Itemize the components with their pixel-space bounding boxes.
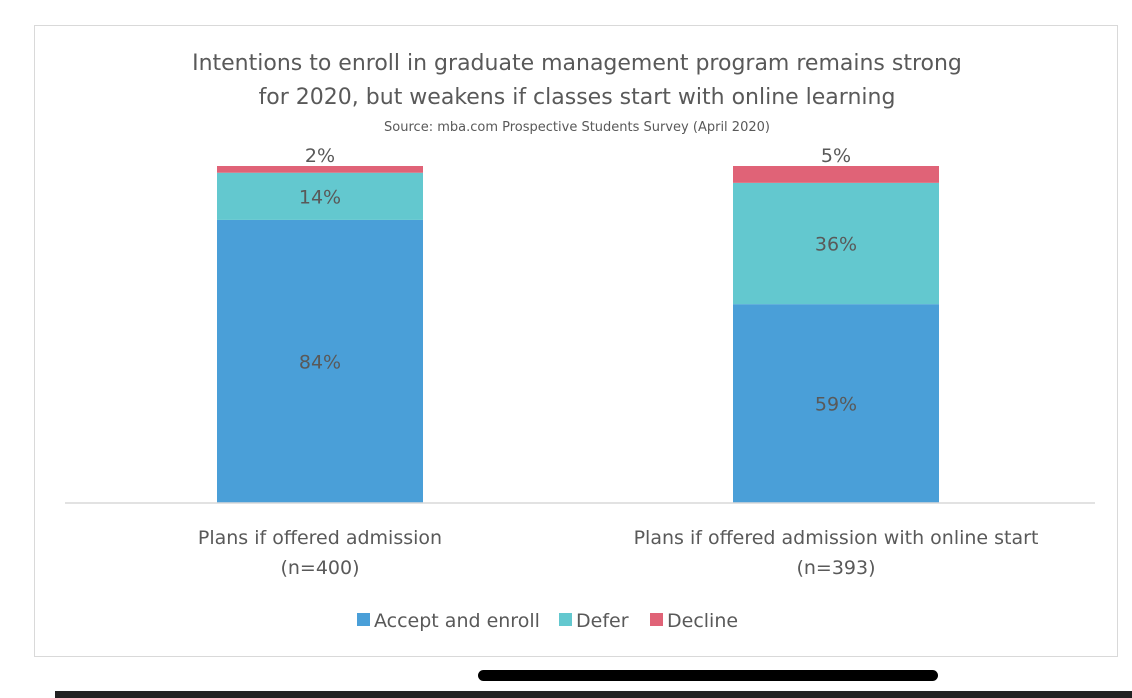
- chart-subtitle: Source: mba.com Prospective Students Sur…: [384, 120, 770, 135]
- bars-group: 84% 14% 2% 59% 36% 5%: [217, 145, 939, 504]
- legend-swatch-accept-and-enroll: [357, 613, 370, 626]
- home-indicator: [478, 670, 938, 681]
- bar-segment-decline-2: [733, 166, 939, 183]
- data-label-decline-1: 2%: [305, 145, 335, 167]
- category-label-1-line-1: Plans if offered admission: [198, 527, 442, 549]
- legend: Accept and enroll Defer Decline: [357, 610, 738, 632]
- bar-segment-defer-1: [217, 172, 423, 220]
- chart-title-line-2: for 2020, but weakens if classes start w…: [259, 85, 896, 110]
- data-label-defer-1: 14%: [299, 186, 341, 208]
- category-label-2-line-2: (n=393): [796, 557, 875, 579]
- chart-title-line-1: Intentions to enroll in graduate managem…: [192, 51, 962, 76]
- legend-label-defer: Defer: [576, 610, 629, 632]
- data-label-accept-and-enroll-1: 84%: [299, 351, 341, 373]
- chart-frame: Intentions to enroll in graduate managem…: [34, 25, 1118, 657]
- data-label-decline-2: 5%: [821, 145, 851, 167]
- legend-label-accept-and-enroll: Accept and enroll: [374, 610, 540, 632]
- category-label-2-line-1: Plans if offered admission with online s…: [634, 527, 1039, 549]
- category-label-1-line-2: (n=400): [280, 557, 359, 579]
- legend-label-decline: Decline: [667, 610, 738, 632]
- bar-segment-accept-and-enroll-2: [733, 304, 939, 503]
- bar-segment-accept-and-enroll-1: [217, 219, 423, 504]
- bar-segment-decline-1: [217, 166, 423, 173]
- bottom-edge-line: [55, 691, 1132, 698]
- data-label-defer-2: 36%: [815, 234, 857, 256]
- stacked-bar-chart: Intentions to enroll in graduate managem…: [65, 51, 1095, 632]
- data-label-accept-and-enroll-2: 59%: [815, 394, 857, 416]
- legend-swatch-decline: [650, 613, 663, 626]
- bar-segment-defer-2: [733, 182, 939, 305]
- legend-swatch-defer: [559, 613, 572, 626]
